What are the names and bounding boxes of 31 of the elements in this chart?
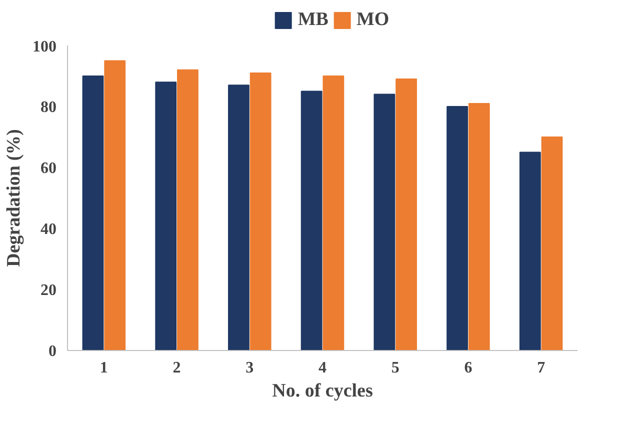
legend-label: MO <box>356 9 390 31</box>
y-tick-label: 40 <box>40 221 56 238</box>
bar <box>446 106 468 350</box>
y-tick-label: 60 <box>40 160 56 177</box>
bar <box>250 72 272 350</box>
bar <box>82 76 104 350</box>
bar <box>104 60 126 350</box>
bar <box>541 136 563 350</box>
y-tick-label: 0 <box>48 343 56 360</box>
y-tick-label: 100 <box>32 38 56 56</box>
y-axis-title: Degradation (%) <box>4 129 24 267</box>
x-tick-label: 2 <box>172 360 181 376</box>
bar <box>228 84 250 350</box>
x-tick-label: 1 <box>100 360 108 376</box>
bar <box>519 152 541 350</box>
bar <box>468 102 490 350</box>
x-tick-label: 5 <box>391 360 400 376</box>
bar <box>177 69 198 350</box>
y-tick-label: 80 <box>40 99 56 116</box>
bar <box>322 76 344 350</box>
bar <box>300 90 322 350</box>
x-tick-label: 7 <box>537 360 546 376</box>
y-tick-label: 20 <box>40 282 56 299</box>
x-tick-label: 3 <box>246 360 254 376</box>
bar <box>396 78 417 350</box>
legend-label: MB <box>298 9 328 31</box>
bar <box>155 82 177 350</box>
x-axis-title: No. of cycles <box>272 380 373 402</box>
bar <box>374 94 396 350</box>
x-tick-label: 6 <box>464 360 472 376</box>
x-tick-label: 4 <box>318 360 326 376</box>
